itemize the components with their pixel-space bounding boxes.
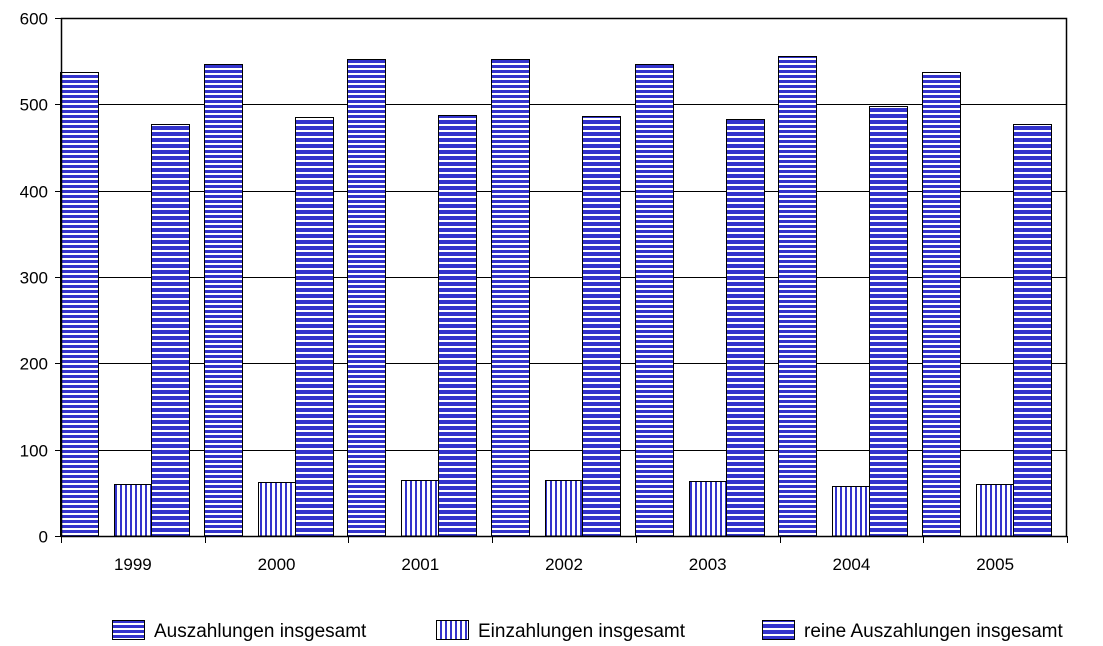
bar xyxy=(689,481,728,537)
bar xyxy=(151,124,190,537)
bar xyxy=(114,484,153,537)
y-tick-label: 500 xyxy=(20,96,48,115)
legend-swatch xyxy=(112,620,145,640)
axes: 0 100 200 300 400 500 600 1999 2000 2001 2002 2003 2… xyxy=(20,10,1068,574)
bar xyxy=(401,480,440,537)
bar xyxy=(204,64,243,537)
bar xyxy=(582,116,621,537)
bar xyxy=(258,482,297,537)
x-tick-label: 2000 xyxy=(258,555,296,574)
legend-label: reine Auszahlungen insgesamt xyxy=(804,621,1064,642)
bar xyxy=(1013,124,1052,537)
legend-label: Einzahlungen insgesamt xyxy=(478,621,686,642)
y-tick-label: 400 xyxy=(20,183,48,202)
bar xyxy=(438,115,477,537)
y-tick-label: 200 xyxy=(20,355,48,374)
x-tick-label: 2004 xyxy=(833,555,871,574)
x-tick-label: 2003 xyxy=(689,555,727,574)
bars xyxy=(60,56,1052,537)
bar xyxy=(635,64,674,537)
bar xyxy=(778,56,817,537)
bar xyxy=(491,59,530,537)
x-tick-label: 1999 xyxy=(114,555,152,574)
bar xyxy=(869,106,908,537)
legend-item: reine Auszahlungen insgesamt xyxy=(762,620,1064,642)
legend-label: Auszahlungen insgesamt xyxy=(154,621,367,642)
bar xyxy=(60,72,99,537)
bar xyxy=(347,59,386,537)
y-tick-label: 600 xyxy=(20,10,48,29)
y-tick-label: 100 xyxy=(20,442,48,461)
bar xyxy=(976,484,1015,537)
bar xyxy=(295,117,334,537)
legend-item: Auszahlungen insgesamt xyxy=(112,620,367,642)
bar xyxy=(832,486,871,537)
x-tick-label: 2001 xyxy=(401,555,439,574)
legend-item: Einzahlungen insgesamt xyxy=(436,620,686,642)
bar xyxy=(726,119,765,537)
x-tick-label: 2005 xyxy=(976,555,1014,574)
plot-frame xyxy=(60,17,1068,538)
y-tick-label: 0 xyxy=(39,528,48,547)
y-tick-label: 300 xyxy=(20,269,48,288)
legend: Auszahlungen insgesamt Einzahlungen insge… xyxy=(112,620,1064,642)
bar xyxy=(545,480,584,537)
legend-swatch xyxy=(436,620,469,640)
bar xyxy=(922,72,961,537)
legend-swatch xyxy=(762,620,795,640)
x-tick-label: 2002 xyxy=(545,555,583,574)
